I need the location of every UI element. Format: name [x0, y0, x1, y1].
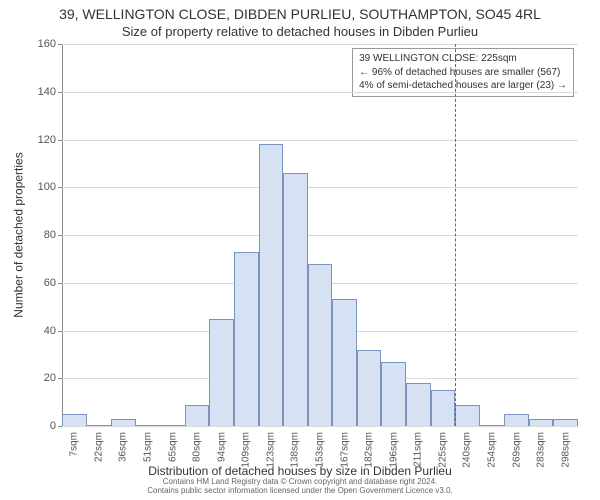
bar	[111, 419, 136, 426]
x-tick-label: 36sqm	[118, 432, 129, 462]
chart-title: 39, WELLINGTON CLOSE, DIBDEN PURLIEU, SO…	[0, 6, 600, 22]
bar	[308, 264, 333, 426]
bar	[357, 350, 382, 426]
bar	[406, 383, 431, 426]
bar	[332, 299, 357, 426]
gridline	[62, 44, 578, 45]
y-tick-mark	[58, 283, 62, 284]
chart-footer: Contains HM Land Registry data © Crown c…	[0, 477, 600, 496]
bar	[480, 425, 505, 426]
y-tick-label: 160	[16, 38, 56, 50]
bar	[234, 252, 259, 426]
bar	[62, 414, 87, 426]
x-tick-label: 138sqm	[290, 432, 301, 468]
bar	[431, 390, 456, 426]
x-tick-label: 240sqm	[462, 432, 473, 468]
x-tick-label: 182sqm	[364, 432, 375, 468]
gridline	[62, 235, 578, 236]
y-tick-label: 60	[16, 277, 56, 289]
y-tick-label: 40	[16, 325, 56, 337]
y-tick-mark	[58, 187, 62, 188]
x-tick-label: 211sqm	[413, 432, 424, 467]
gridline	[62, 426, 578, 427]
x-tick-label: 225sqm	[437, 432, 448, 468]
bar	[553, 419, 578, 426]
y-tick-mark	[58, 426, 62, 427]
x-tick-label: 51sqm	[143, 432, 154, 462]
y-tick-label: 100	[16, 181, 56, 193]
bar	[283, 173, 308, 426]
y-tick-mark	[58, 331, 62, 332]
legend-line-1: 39 WELLINGTON CLOSE: 225sqm	[359, 52, 567, 66]
bar	[504, 414, 529, 426]
x-tick-label: 22sqm	[93, 432, 104, 462]
x-tick-label: 298sqm	[560, 432, 571, 468]
legend-line-3: 4% of semi-detached houses are larger (2…	[359, 79, 567, 93]
chart-subtitle: Size of property relative to detached ho…	[0, 24, 600, 39]
x-tick-label: 283sqm	[536, 432, 547, 468]
bar	[160, 425, 185, 426]
x-tick-label: 65sqm	[167, 432, 178, 462]
footer-line-1: Contains HM Land Registry data © Crown c…	[0, 477, 600, 487]
legend-box: 39 WELLINGTON CLOSE: 225sqm ← 96% of det…	[352, 48, 574, 97]
bar	[455, 405, 480, 426]
bar	[209, 319, 234, 426]
bar	[529, 419, 554, 426]
y-tick-mark	[58, 92, 62, 93]
y-tick-mark	[58, 44, 62, 45]
x-tick-label: 196sqm	[388, 432, 399, 468]
x-tick-label: 109sqm	[241, 432, 252, 468]
x-tick-label: 167sqm	[339, 432, 350, 468]
x-tick-label: 123sqm	[265, 432, 276, 468]
y-tick-mark	[58, 378, 62, 379]
y-tick-label: 0	[16, 420, 56, 432]
y-tick-label: 120	[16, 134, 56, 146]
marker-line	[455, 44, 456, 426]
y-tick-label: 140	[16, 86, 56, 98]
legend-line-2: ← 96% of detached houses are smaller (56…	[359, 66, 567, 80]
y-tick-mark	[58, 140, 62, 141]
bar	[259, 144, 284, 426]
bar	[87, 425, 112, 426]
x-tick-label: 269sqm	[511, 432, 522, 468]
y-tick-label: 20	[16, 372, 56, 384]
footer-line-2: Contains public sector information licen…	[0, 486, 600, 496]
y-tick-label: 80	[16, 229, 56, 241]
x-tick-label: 254sqm	[487, 432, 498, 468]
x-tick-label: 80sqm	[192, 432, 203, 462]
gridline	[62, 92, 578, 93]
bar	[136, 425, 161, 426]
x-tick-label: 94sqm	[216, 432, 227, 462]
chart-plot-area: 39 WELLINGTON CLOSE: 225sqm ← 96% of det…	[62, 44, 578, 426]
gridline	[62, 140, 578, 141]
bar	[381, 362, 406, 426]
x-tick-label: 153sqm	[315, 432, 326, 468]
bar	[185, 405, 210, 426]
y-tick-mark	[58, 235, 62, 236]
x-tick-label: 7sqm	[69, 432, 80, 456]
gridline	[62, 187, 578, 188]
